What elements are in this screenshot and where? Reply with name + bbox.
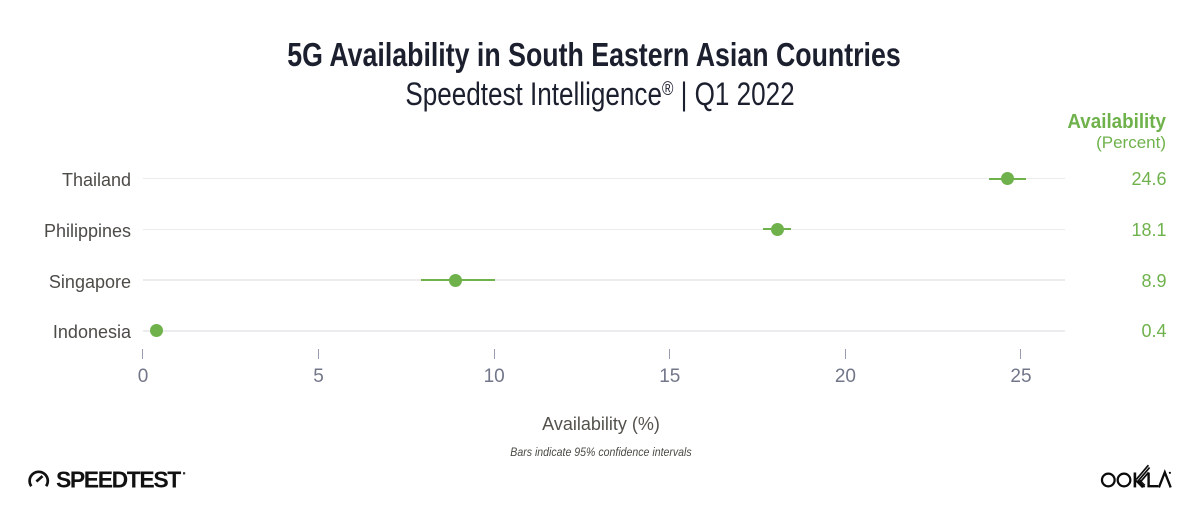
svg-text:SPEEDTEST: SPEEDTEST [56, 467, 181, 493]
